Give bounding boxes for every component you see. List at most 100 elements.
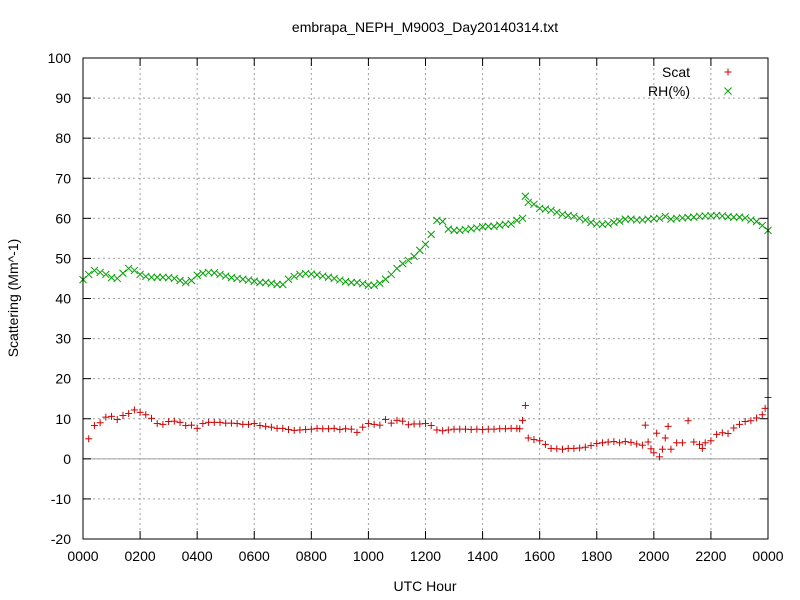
legend-label-rh: RH(%) — [648, 83, 690, 99]
scat-point — [216, 418, 224, 426]
rh-point — [438, 217, 447, 226]
x-tick-label: 1600 — [524, 548, 555, 564]
scat-point — [644, 438, 652, 446]
scat-point — [658, 445, 666, 453]
scat-point — [698, 444, 706, 452]
scat-point — [684, 417, 692, 425]
scat-point — [610, 438, 618, 446]
rh-point — [181, 278, 190, 287]
rh-point — [153, 273, 162, 282]
rh-point — [512, 216, 521, 225]
rh-point — [484, 222, 493, 231]
rh-point — [530, 200, 538, 209]
scat-point — [667, 445, 675, 453]
scat-point — [199, 420, 207, 428]
rh-point — [370, 281, 378, 290]
y-tick-label: 20 — [55, 371, 71, 387]
rh-point — [570, 212, 578, 221]
rh-point — [747, 216, 755, 224]
rh-point — [547, 206, 555, 215]
x-tick-label: 1400 — [467, 548, 498, 564]
scat-point — [641, 421, 649, 429]
scat-point — [193, 424, 201, 432]
scat-point — [399, 417, 407, 425]
scat-point — [285, 426, 292, 434]
scat-point — [559, 445, 566, 453]
y-tick-label: 0 — [63, 451, 71, 467]
scat-point — [250, 420, 258, 428]
scat-point — [96, 419, 104, 427]
y-tick-label: 60 — [55, 210, 71, 226]
rh-point — [524, 198, 533, 207]
x-axis-title: UTC Hour — [393, 578, 456, 594]
rh-point — [758, 221, 767, 230]
rh-point — [336, 276, 344, 284]
y-tick-label: 90 — [55, 90, 71, 106]
scat-point — [336, 426, 344, 434]
legend-label-scat: Scat — [662, 64, 690, 80]
rh-point — [507, 220, 515, 228]
scat-point — [444, 426, 452, 434]
rh-point — [90, 266, 99, 275]
x-tick-label: 0200 — [125, 548, 156, 564]
rh-point — [404, 256, 413, 265]
scat-point — [521, 402, 529, 410]
rh-point — [552, 208, 561, 217]
scat-point — [433, 426, 441, 434]
rh-point — [729, 213, 738, 221]
scat-point — [524, 434, 532, 442]
scat-point — [530, 436, 538, 444]
rh-point — [124, 264, 133, 273]
legend: Scat RH(%) — [648, 64, 732, 99]
rh-point — [393, 264, 401, 273]
rh-point — [387, 270, 396, 279]
scat-point — [330, 424, 338, 432]
rh-point — [96, 268, 104, 277]
rh-point — [581, 216, 590, 224]
legend-plus-icon — [724, 68, 732, 76]
scat-point — [142, 411, 150, 419]
rh-point — [575, 214, 584, 223]
scat-point — [647, 445, 655, 453]
rh-point — [518, 214, 527, 223]
x-tick-label: 2200 — [695, 548, 726, 564]
scat-point — [730, 424, 738, 432]
x-tick-label: 0600 — [239, 548, 270, 564]
scat-point — [653, 429, 661, 437]
scat-point — [696, 440, 703, 448]
scat-point — [422, 420, 429, 428]
scat-point — [753, 414, 761, 422]
scat-point — [541, 440, 549, 448]
scat-point — [159, 420, 167, 428]
rh-point — [450, 226, 458, 235]
rh-point — [101, 270, 110, 279]
scat-point — [439, 427, 447, 435]
y-tick-label: 100 — [48, 50, 72, 66]
rh-point — [632, 216, 641, 224]
rh-point — [752, 217, 761, 226]
scat-point — [279, 424, 287, 432]
scat-point — [576, 444, 584, 452]
scat-point — [364, 420, 372, 428]
scat-point — [519, 416, 527, 424]
x-tick-label: 0400 — [182, 548, 213, 564]
scat-point — [621, 438, 629, 446]
scat-point — [353, 428, 361, 436]
rh-point — [410, 252, 418, 261]
rh-point — [84, 270, 93, 279]
x-tick-label: 1000 — [353, 548, 384, 564]
y-tick-label: -10 — [51, 491, 71, 507]
x-tick-label: 1200 — [410, 548, 441, 564]
rh-point — [273, 280, 281, 289]
rh-point — [415, 246, 424, 255]
scat-point — [735, 420, 743, 428]
rh-point — [210, 268, 219, 277]
rh-point — [119, 269, 127, 278]
rh-point — [398, 259, 407, 268]
scat-point — [598, 439, 606, 447]
scat-point — [661, 434, 669, 442]
scat-point — [130, 406, 138, 414]
scat-point — [633, 440, 641, 448]
scat-point — [536, 437, 544, 445]
